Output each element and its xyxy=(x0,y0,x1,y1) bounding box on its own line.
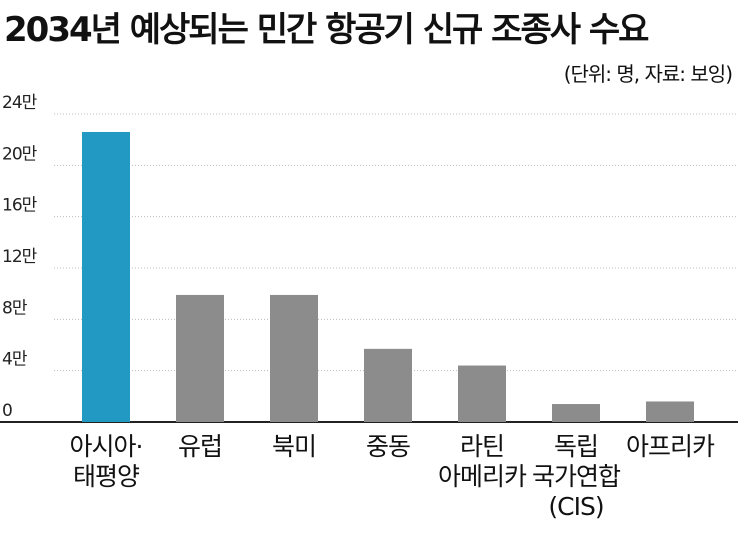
x-tick-label: 유럽 xyxy=(178,432,222,461)
x-tick-label: 아시아· xyxy=(70,432,143,461)
y-tick-label: 8만 xyxy=(2,298,28,318)
x-tick-label: 국가연합 xyxy=(532,462,621,491)
x-tick-label: 라틴 xyxy=(460,432,504,461)
x-tick-label: 아프리카 xyxy=(626,432,715,461)
bar xyxy=(458,365,506,422)
y-tick-label: 16만 xyxy=(2,196,38,216)
x-tick-label: 독립 xyxy=(554,432,598,461)
bar xyxy=(646,401,694,422)
bar xyxy=(176,294,224,422)
chart-subtitle: (단위: 명, 자료: 보잉) xyxy=(563,62,733,86)
bar xyxy=(364,348,412,422)
x-tick-label: 북미 xyxy=(272,432,316,461)
x-tick-label: (CIS) xyxy=(548,492,603,521)
y-tick-label: 12만 xyxy=(2,247,38,267)
bar xyxy=(552,404,600,422)
y-tick-label: 24만 xyxy=(2,93,38,113)
x-tick-label: 태평양 xyxy=(73,462,140,491)
y-tick-label: 20만 xyxy=(2,144,38,164)
bar xyxy=(82,131,130,422)
y-tick-label: 4만 xyxy=(2,350,28,370)
y-tick-label: 0 xyxy=(2,401,12,421)
x-tick-label: 아메리카 xyxy=(438,462,527,491)
x-tick-label: 중동 xyxy=(366,432,410,461)
chart-title: 2034년 예상되는 민간 항공기 신규 조종사 수요 xyxy=(4,10,649,50)
bar xyxy=(270,294,318,422)
